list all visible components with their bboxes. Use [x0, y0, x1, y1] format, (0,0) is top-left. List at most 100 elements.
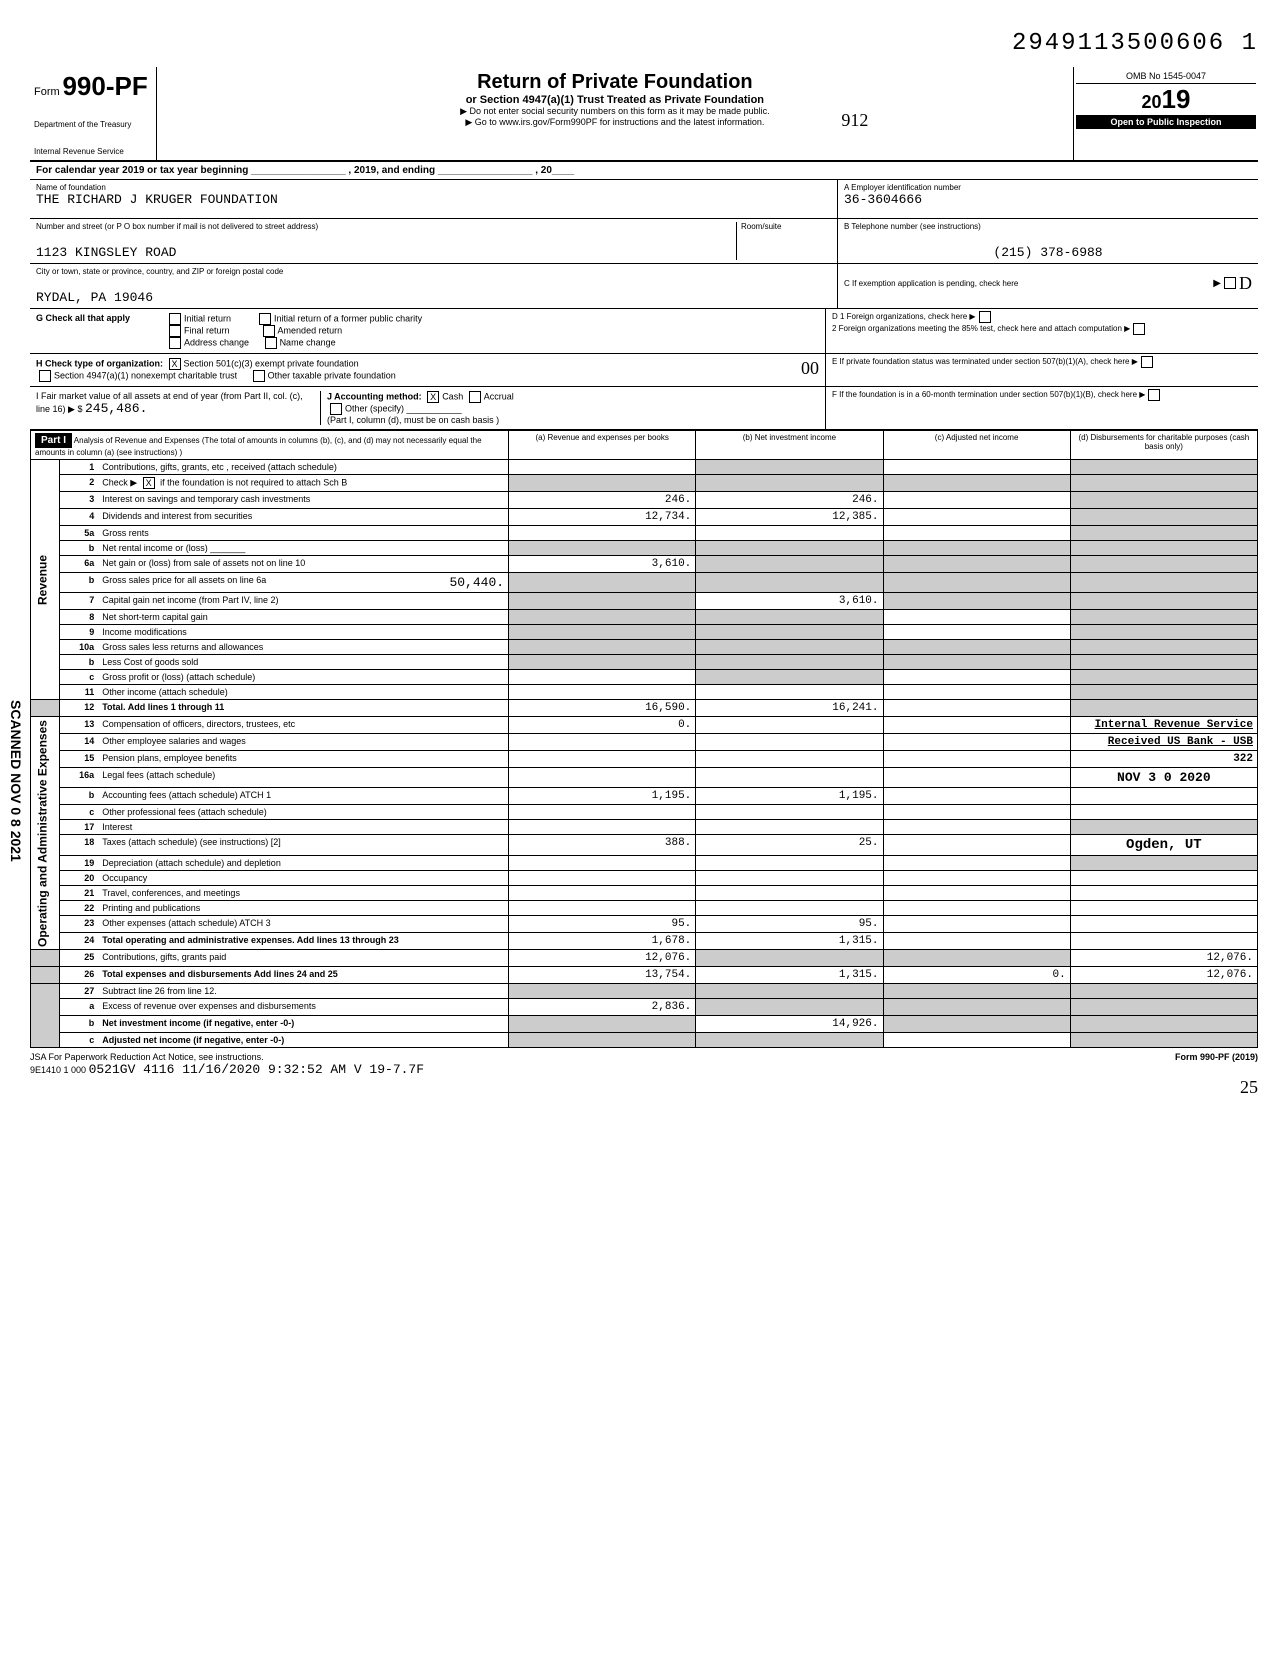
line-10a: Gross sales less returns and allowances [98, 640, 508, 655]
j-note: (Part I, column (d), must be on cash bas… [327, 415, 499, 425]
line-21: Travel, conferences, and meetings [98, 886, 508, 901]
cb-4947[interactable] [39, 370, 51, 382]
amt-27bb: 14,926. [696, 1016, 883, 1033]
cb-final[interactable] [169, 325, 181, 337]
g-label: G Check all that apply [36, 313, 166, 349]
scanned-stamp: SCANNED NOV 0 8 2021 [8, 700, 24, 862]
line-10c: Gross profit or (loss) (attach schedule) [98, 670, 508, 685]
line-12: Total. Add lines 1 through 11 [98, 700, 508, 717]
line-11: Other income (attach schedule) [98, 685, 508, 700]
line-27a: Excess of revenue over expenses and disb… [98, 999, 508, 1016]
amt-24b: 1,315. [696, 933, 883, 950]
cb-501c3[interactable]: X [169, 358, 181, 370]
line-1: Contributions, gifts, grants, etc , rece… [98, 460, 508, 475]
line-16b: Accounting fees (attach schedule) ATCH 1 [98, 788, 508, 805]
line-9: Income modifications [98, 625, 508, 640]
amt-3b: 246. [696, 492, 883, 509]
line-19: Depreciation (attach schedule) and deple… [98, 856, 508, 871]
room-label: Room/suite [741, 222, 831, 231]
part1-label: Part I [35, 433, 72, 448]
handwritten-init: D [1239, 273, 1252, 294]
col-a-header: (a) Revenue and expenses per books [509, 431, 696, 460]
ein-value: 36-3604666 [844, 192, 1252, 207]
cb-cash[interactable]: X [427, 391, 439, 403]
cb-name[interactable] [265, 337, 277, 349]
revenue-label: Revenue [31, 460, 60, 700]
part1-table: Part I Analysis of Revenue and Expenses … [30, 430, 1258, 1048]
cb-d2[interactable] [1133, 323, 1145, 335]
cb-initial[interactable] [169, 313, 181, 325]
cb-other-acct[interactable] [330, 403, 342, 415]
opt-501c3: Section 501(c)(3) exempt private foundat… [184, 358, 359, 368]
amt-24a: 1,678. [509, 933, 696, 950]
cb-d1[interactable] [979, 311, 991, 323]
cb-other-tax[interactable] [253, 370, 265, 382]
e-label: E If private foundation status was termi… [832, 357, 1129, 366]
line-17: Interest [98, 820, 508, 835]
opt-other-acct: Other (specify) ___________ [345, 403, 462, 413]
opt-amended: Amended return [278, 325, 343, 335]
cb-initial-former[interactable] [259, 313, 271, 325]
d1-label: D 1 Foreign organizations, check here [832, 312, 967, 321]
line-23: Other expenses (attach schedule) ATCH 3 [98, 916, 508, 933]
stamp-bank: Received US Bank - USB [1108, 736, 1253, 748]
amt-3a: 246. [509, 492, 696, 509]
street-address: 1123 KINGSLEY ROAD [36, 245, 736, 260]
form-subtitle: or Section 4947(a)(1) Trust Treated as P… [167, 94, 1063, 106]
opt-initial: Initial return [184, 313, 231, 323]
amt-26d: 12,076. [1070, 967, 1257, 984]
part1-title: Analysis of Revenue and Expenses (The to… [35, 436, 482, 457]
name-label: Name of foundation [36, 183, 831, 192]
phone-value: (215) 378-6988 [844, 245, 1252, 260]
cb-f[interactable] [1148, 389, 1160, 401]
d2-label: 2 Foreign organizations meeting the 85% … [832, 324, 1122, 333]
line-22: Printing and publications [98, 901, 508, 916]
page-footer: JSA For Paperwork Reduction Act Notice, … [30, 1048, 1258, 1077]
dept-treasury: Department of the Treasury [34, 120, 148, 129]
phone-label: B Telephone number (see instructions) [844, 222, 1252, 231]
opt-cash: Cash [442, 391, 463, 401]
line-5a: Gross rents [98, 526, 508, 541]
i-fmv-value: 245,486. [85, 401, 147, 416]
city-label: City or town, state or province, country… [36, 267, 831, 276]
amt-25a: 12,076. [509, 950, 696, 967]
opt-accrual: Accrual [484, 391, 514, 401]
cb-addr[interactable] [169, 337, 181, 349]
amt-4b: 12,385. [696, 509, 883, 526]
stamp-ogden: Ogden, UT [1070, 835, 1257, 856]
foundation-name: THE RICHARD J KRUGER FOUNDATION [36, 192, 831, 207]
line-27c: Adjusted net income (if negative, enter … [98, 1033, 508, 1048]
amt-12a: 16,590. [509, 700, 696, 717]
footer-jsa: JSA For Paperwork Reduction Act Notice, … [30, 1052, 424, 1062]
line-26: Total expenses and disbursements Add lin… [98, 967, 508, 984]
line-14: Other employee salaries and wages [98, 734, 508, 751]
cb-e[interactable] [1141, 356, 1153, 368]
j-label: J Accounting method: [327, 391, 422, 401]
stamp-date: NOV 3 0 2020 [1070, 768, 1257, 788]
amt-18b: 25. [696, 835, 883, 856]
amt-13a: 0. [509, 717, 696, 734]
amt-26a: 13,754. [509, 967, 696, 984]
handwritten-00a: 00 [801, 358, 819, 379]
amt-23a: 95. [509, 916, 696, 933]
cb-amended[interactable] [263, 325, 275, 337]
handwritten-912: 912 [841, 110, 868, 130]
line-2: Check ▶ [102, 477, 137, 487]
line-18: Taxes (attach schedule) (see instruction… [98, 835, 508, 856]
line-27b: Net investment income (if negative, ente… [98, 1016, 508, 1033]
dept-irs: Internal Revenue Service [34, 147, 148, 156]
form-title: Return of Private Foundation [167, 71, 1063, 94]
document-id: 2949113500606 1 [30, 30, 1258, 57]
line-16c: Other professional fees (attach schedule… [98, 805, 508, 820]
amt-7b: 3,610. [696, 593, 883, 610]
f-label: F If the foundation is in a 60-month ter… [832, 390, 1137, 399]
line-16a: Legal fees (attach schedule) [98, 768, 508, 788]
footer-form: Form 990-PF (2019) [1175, 1052, 1258, 1077]
cb-accrual[interactable] [469, 391, 481, 403]
c-checkbox[interactable] [1224, 277, 1236, 289]
amt-4a: 12,734. [509, 509, 696, 526]
calendar-year-line: For calendar year 2019 or tax year begin… [30, 162, 1258, 180]
stamp-irs: Internal Revenue Service [1095, 719, 1253, 731]
cb-sch-b[interactable]: X [143, 477, 155, 489]
amt-23b: 95. [696, 916, 883, 933]
